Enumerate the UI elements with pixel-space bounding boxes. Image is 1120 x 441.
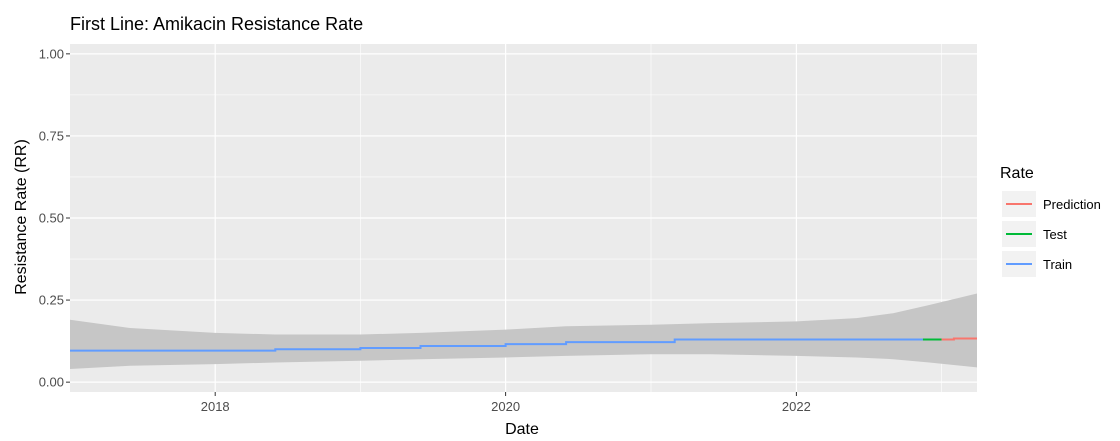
x-axis-title: Date: [505, 421, 539, 438]
x-tick-label: 2020: [491, 399, 520, 414]
y-axis-title: Resistance Rate (RR): [13, 139, 30, 295]
legend-label-test: Test: [1043, 227, 1067, 242]
y-tick-label: 0.75: [39, 128, 64, 143]
chart-title: First Line: Amikacin Resistance Rate: [70, 14, 363, 34]
legend: Rate Prediction Test Train: [1000, 165, 1101, 277]
y-tick-label: 0.00: [39, 375, 64, 390]
series-line-train: [70, 338, 923, 352]
y-tick-label: 0.50: [39, 211, 64, 226]
legend-label-prediction: Prediction: [1043, 197, 1101, 212]
y-tick-label: 0.25: [39, 293, 64, 308]
x-tick-label: 2022: [782, 399, 811, 414]
legend-title: Rate: [1000, 165, 1034, 182]
legend-label-train: Train: [1043, 257, 1072, 272]
y-tick-label: 1.00: [39, 46, 64, 61]
series-line-prediction: [941, 337, 977, 341]
plot-panel: [70, 44, 977, 392]
x-tick-label: 2018: [201, 399, 230, 414]
